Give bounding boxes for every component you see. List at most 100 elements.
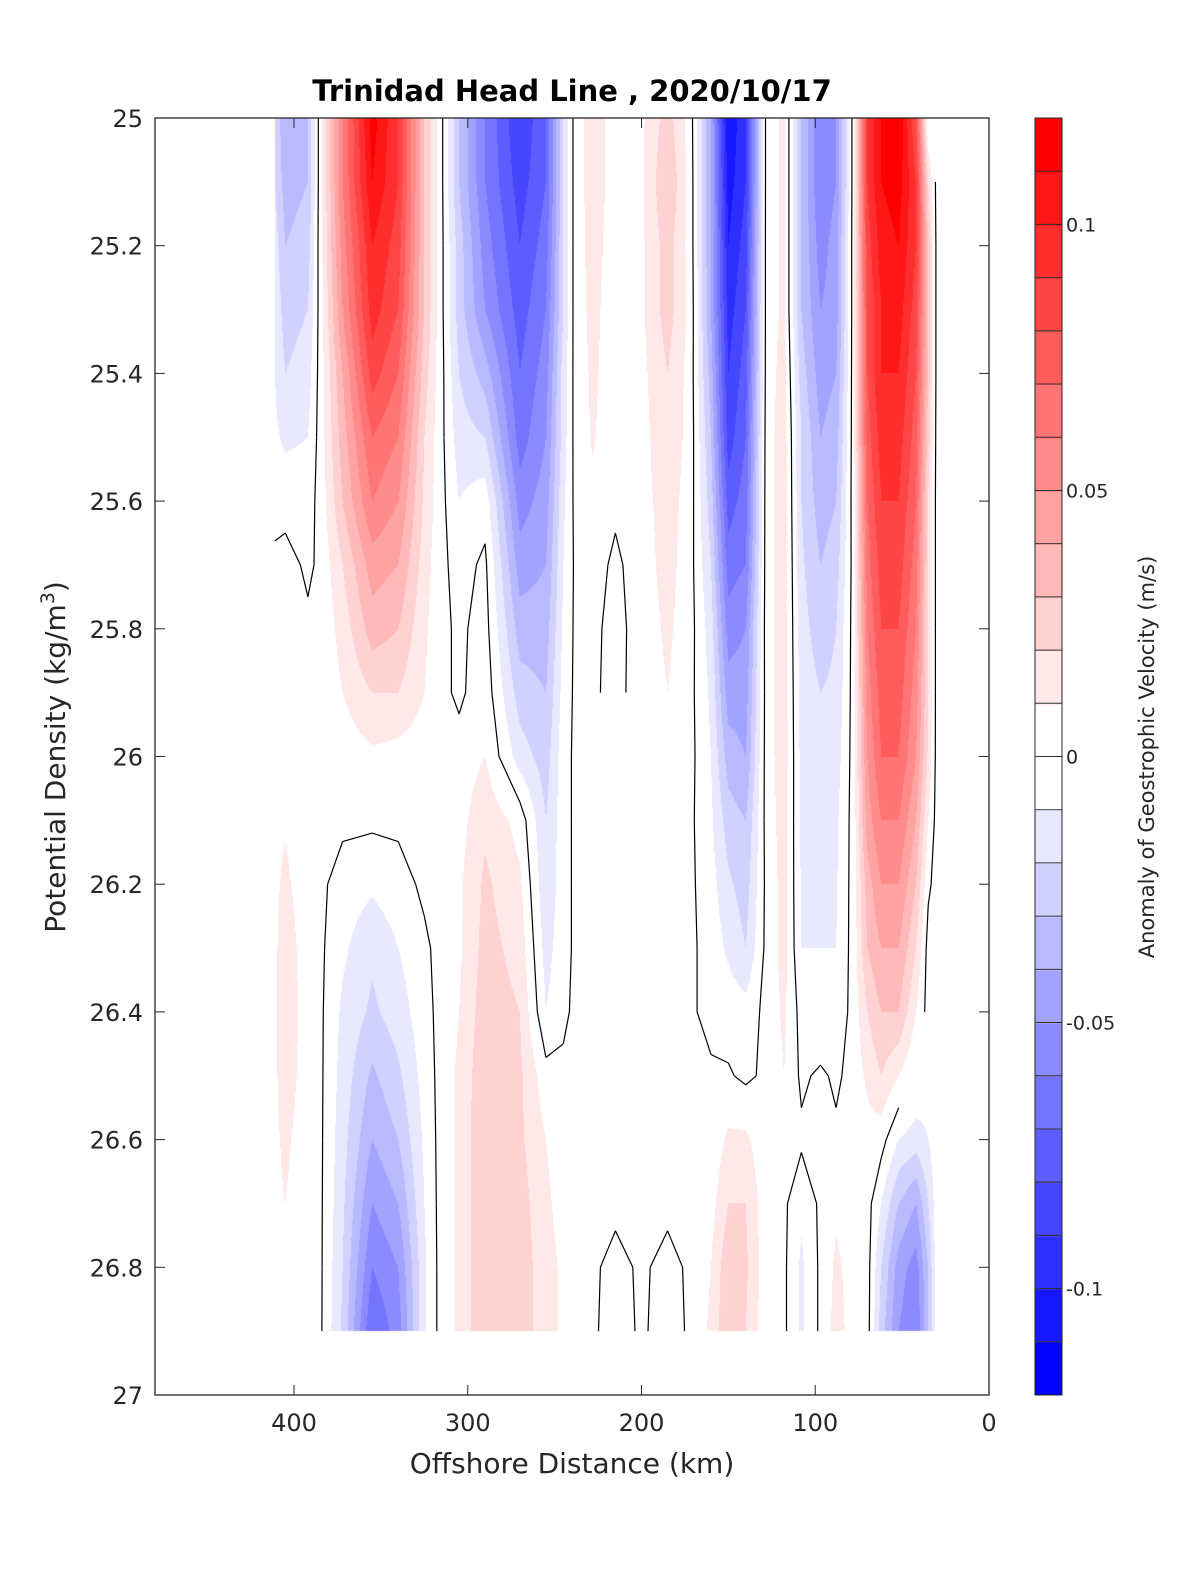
zero-contour-segment bbox=[835, 1075, 843, 1108]
zero-contour-segment bbox=[423, 915, 432, 949]
zero-contour-segment bbox=[597, 1267, 601, 1332]
y-tick-label: 27 bbox=[112, 1382, 143, 1410]
zero-contour-segment bbox=[925, 905, 929, 949]
zero-contour-segment bbox=[694, 884, 698, 949]
zero-contour-segment bbox=[447, 564, 452, 629]
zero-contour-segment bbox=[491, 692, 500, 757]
zero-contour-segment bbox=[599, 1230, 616, 1268]
zero-contour-segment bbox=[519, 801, 527, 821]
zero-contour-segment bbox=[800, 1075, 812, 1108]
zero-contour-segment bbox=[733, 1075, 747, 1086]
zero-contour-segment bbox=[529, 884, 535, 949]
zero-contour-segment bbox=[316, 373, 319, 438]
zero-contour-segment bbox=[458, 692, 467, 715]
zero-contour-segment bbox=[789, 373, 792, 438]
zero-contour-segment bbox=[607, 532, 616, 566]
zero-contour-segment bbox=[599, 628, 603, 693]
zero-contour-segment bbox=[788, 309, 791, 374]
colorbar-tick-label: 0 bbox=[1066, 747, 1078, 769]
zero-contour-segment bbox=[930, 820, 935, 885]
zero-contour-segment bbox=[934, 181, 937, 246]
x-tick-label: 100 bbox=[792, 1409, 838, 1437]
zero-contour-segment bbox=[841, 1011, 849, 1076]
zero-contour-segment bbox=[443, 437, 446, 502]
colorbar-ticks: 0.1 0.05 0 -0.05 -0.1 bbox=[1055, 214, 1115, 1301]
colorbar-tick-label: 0.05 bbox=[1066, 480, 1108, 502]
y-axis-label: Potential Density (kg/m3) bbox=[37, 581, 72, 933]
zero-contour-segment bbox=[484, 543, 488, 565]
zero-contour-segment bbox=[800, 1152, 818, 1204]
y-tick-label: 25.8 bbox=[90, 616, 143, 644]
zero-contour-segment bbox=[786, 1152, 802, 1204]
zero-contour-segment bbox=[791, 564, 794, 629]
zero-contour-segment bbox=[314, 437, 318, 502]
x-tick-label: 0 bbox=[981, 1409, 996, 1437]
zero-contour-segment bbox=[536, 1011, 547, 1058]
zero-contour-segment bbox=[793, 948, 798, 1012]
x-tick-label: 200 bbox=[619, 1409, 665, 1437]
zero-contour-segment bbox=[885, 1107, 900, 1140]
zero-contour-segment bbox=[571, 628, 574, 693]
zero-contour-segment bbox=[933, 756, 936, 821]
zero-contour-segment bbox=[791, 501, 793, 565]
x-axis-ticks bbox=[293, 118, 990, 1395]
zero-contour-segment bbox=[682, 1267, 686, 1332]
zero-contour-segment bbox=[444, 501, 449, 565]
zero-contour-segment bbox=[486, 564, 490, 629]
colorbar-tick-label: -0.1 bbox=[1066, 1279, 1103, 1301]
y-axis-label-superscript: 3 bbox=[37, 592, 59, 604]
zero-contour-segment bbox=[649, 1230, 669, 1268]
x-tick-labels: 400 300 200 100 0 bbox=[271, 1409, 997, 1437]
chart-title: Trinidad Head Line , 2020/10/17 bbox=[312, 74, 832, 108]
y-tick-label: 26.8 bbox=[90, 1254, 143, 1282]
y-tick-label: 25 bbox=[112, 105, 143, 133]
zero-contour-segment bbox=[755, 1011, 761, 1076]
zero-contour-segment bbox=[430, 948, 434, 1012]
y-tick-label: 26.6 bbox=[90, 1127, 143, 1155]
y-tick-label: 26.4 bbox=[90, 999, 143, 1027]
x-tick-label: 400 bbox=[271, 1409, 317, 1437]
zero-contour-segment bbox=[647, 1267, 651, 1332]
zero-contour-segment bbox=[274, 532, 286, 542]
y-tick-label: 26 bbox=[112, 744, 143, 772]
y-axis-ticks bbox=[155, 117, 989, 1396]
zero-contour-segment bbox=[322, 948, 326, 1012]
zero-contour-segment bbox=[622, 564, 628, 629]
zero-contour-segment bbox=[434, 1075, 437, 1140]
zero-contour-segment bbox=[568, 948, 572, 1012]
zero-contour-segment bbox=[316, 309, 319, 374]
zero-contour-segment bbox=[827, 1075, 837, 1108]
zero-contour-segment bbox=[601, 564, 609, 629]
colorbar-tick-label: -0.05 bbox=[1066, 1013, 1115, 1035]
zero-contour-segment bbox=[284, 532, 301, 566]
zero-contour-segment bbox=[372, 832, 399, 843]
zero-contour-segment bbox=[415, 884, 425, 917]
x-tick-label: 300 bbox=[445, 1409, 491, 1437]
zero-contour-segment bbox=[614, 1230, 634, 1268]
y-tick-labels: 25 25.2 25.4 25.6 25.8 26 26.2 26.4 26.6 26.8 27 bbox=[90, 105, 143, 1410]
zero-contour-segment bbox=[435, 1203, 438, 1268]
zero-contour-segment bbox=[792, 628, 794, 693]
zero-contour-segment bbox=[435, 1139, 437, 1204]
zero-contour-segment bbox=[570, 692, 573, 757]
zero-contour-segment bbox=[693, 756, 696, 821]
zero-contour-segment bbox=[745, 1075, 757, 1086]
zero-contour-segment bbox=[880, 1139, 887, 1158]
zero-contour-segment bbox=[327, 841, 344, 885]
zero-contour-segment bbox=[816, 1203, 819, 1268]
zero-contour-segment bbox=[849, 564, 852, 629]
zero-contour-segment bbox=[847, 948, 850, 1012]
zero-contour-segment bbox=[696, 1011, 712, 1055]
zero-contour-segment bbox=[299, 564, 309, 598]
zero-contour-segment bbox=[849, 692, 851, 757]
zero-contour-segment bbox=[796, 1011, 800, 1076]
zero-contour-segment bbox=[313, 501, 316, 565]
zero-contour-segment bbox=[869, 1203, 872, 1268]
zero-contour-segment bbox=[545, 1043, 564, 1058]
zero-contour-segment bbox=[475, 543, 486, 566]
zero-contour-segment bbox=[432, 1011, 436, 1076]
x-axis-label: Offshore Distance (km) bbox=[410, 1447, 735, 1480]
zero-contour-segment bbox=[625, 628, 628, 693]
zero-contour-segment bbox=[667, 1230, 684, 1268]
zero-contour-segment bbox=[924, 948, 927, 1012]
